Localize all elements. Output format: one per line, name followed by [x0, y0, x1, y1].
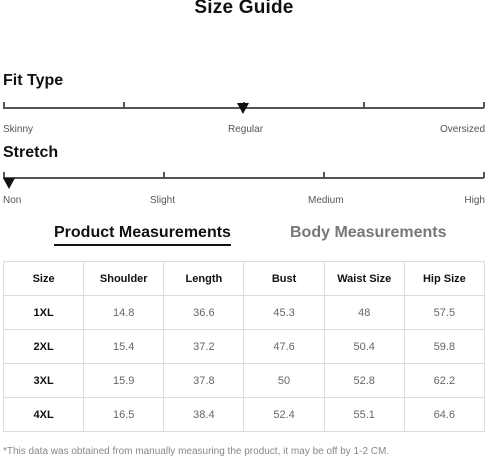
column-header: Length [163, 261, 245, 296]
size-cell: 4XL [2, 397, 85, 432]
stretch-tick [483, 172, 485, 178]
stretch-label-medium: Medium [308, 195, 344, 206]
table-cell: 59.8 [403, 329, 486, 364]
page-title: Size Guide [194, 0, 294, 18]
size-table: Size Shoulder Length Bust Waist Size Hip… [2, 261, 486, 432]
table-cell: 52.4 [243, 397, 325, 432]
table-cell: 64.6 [403, 397, 486, 432]
size-cell: 1XL [2, 295, 85, 330]
stretch-tick [3, 172, 5, 178]
stretch-label-non: Non [3, 195, 22, 206]
fit-type-label-oversized: Oversized [439, 124, 485, 135]
table-cell: 55.1 [323, 397, 405, 432]
fit-type-tick [123, 102, 125, 108]
stretch-marker-icon [3, 178, 15, 189]
table-cell: 48 [323, 295, 405, 330]
table-row: 3XL 15.9 37.8 50 52.8 62.2 [2, 363, 486, 398]
column-header: Bust [243, 261, 325, 296]
column-header: Shoulder [83, 261, 165, 296]
table-cell: 37.2 [163, 329, 245, 364]
stretch-label-high: High [464, 195, 485, 206]
table-cell: 38.4 [163, 397, 245, 432]
table-row: 1XL 14.8 36.6 45.3 48 57.5 [2, 295, 486, 330]
stretch-label-slight: Slight [150, 195, 176, 206]
table-cell: 45.3 [243, 295, 325, 330]
table-cell: 37.8 [163, 363, 245, 398]
fit-type-label-regular: Regular [228, 124, 264, 135]
table-cell: 52.8 [323, 363, 405, 398]
fit-type-tick [483, 102, 485, 108]
table-cell: 15.4 [83, 329, 165, 364]
stretch-heading: Stretch [3, 144, 59, 161]
table-cell: 47.6 [243, 329, 325, 364]
stretch-tick [323, 172, 325, 178]
stretch-scale-line [3, 177, 484, 179]
table-cell: 62.2 [403, 363, 486, 398]
table-cell: 57.5 [403, 295, 486, 330]
table-cell: 16.5 [83, 397, 165, 432]
table-header-row: Size Shoulder Length Bust Waist Size Hip… [2, 261, 486, 296]
table-cell: 15.9 [83, 363, 165, 398]
fit-type-marker-icon [237, 103, 249, 114]
fit-type-label-skinny: Skinny [3, 124, 34, 135]
table-row: 2XL 15.4 37.2 47.6 50.4 59.8 [2, 329, 486, 364]
size-cell: 2XL [2, 329, 85, 364]
fit-type-tick [363, 102, 365, 108]
tab-body-measurements[interactable]: Body Measurements [290, 224, 447, 241]
column-header: Waist Size [323, 261, 405, 296]
stretch-tick [163, 172, 165, 178]
fit-type-heading: Fit Type [3, 72, 64, 89]
table-cell: 50.4 [323, 329, 405, 364]
table-row: 4XL 16.5 38.4 52.4 55.1 64.6 [2, 397, 486, 432]
table-cell: 50 [243, 363, 325, 398]
column-header: Hip Size [403, 261, 486, 296]
table-cell: 14.8 [83, 295, 165, 330]
fit-type-tick [3, 102, 5, 108]
size-cell: 3XL [2, 363, 85, 398]
tab-product-measurements[interactable]: Product Measurements [54, 224, 231, 246]
measurement-footnote: *This data was obtained from manually me… [3, 446, 390, 457]
column-header: Size [2, 261, 85, 296]
table-cell: 36.6 [163, 295, 245, 330]
